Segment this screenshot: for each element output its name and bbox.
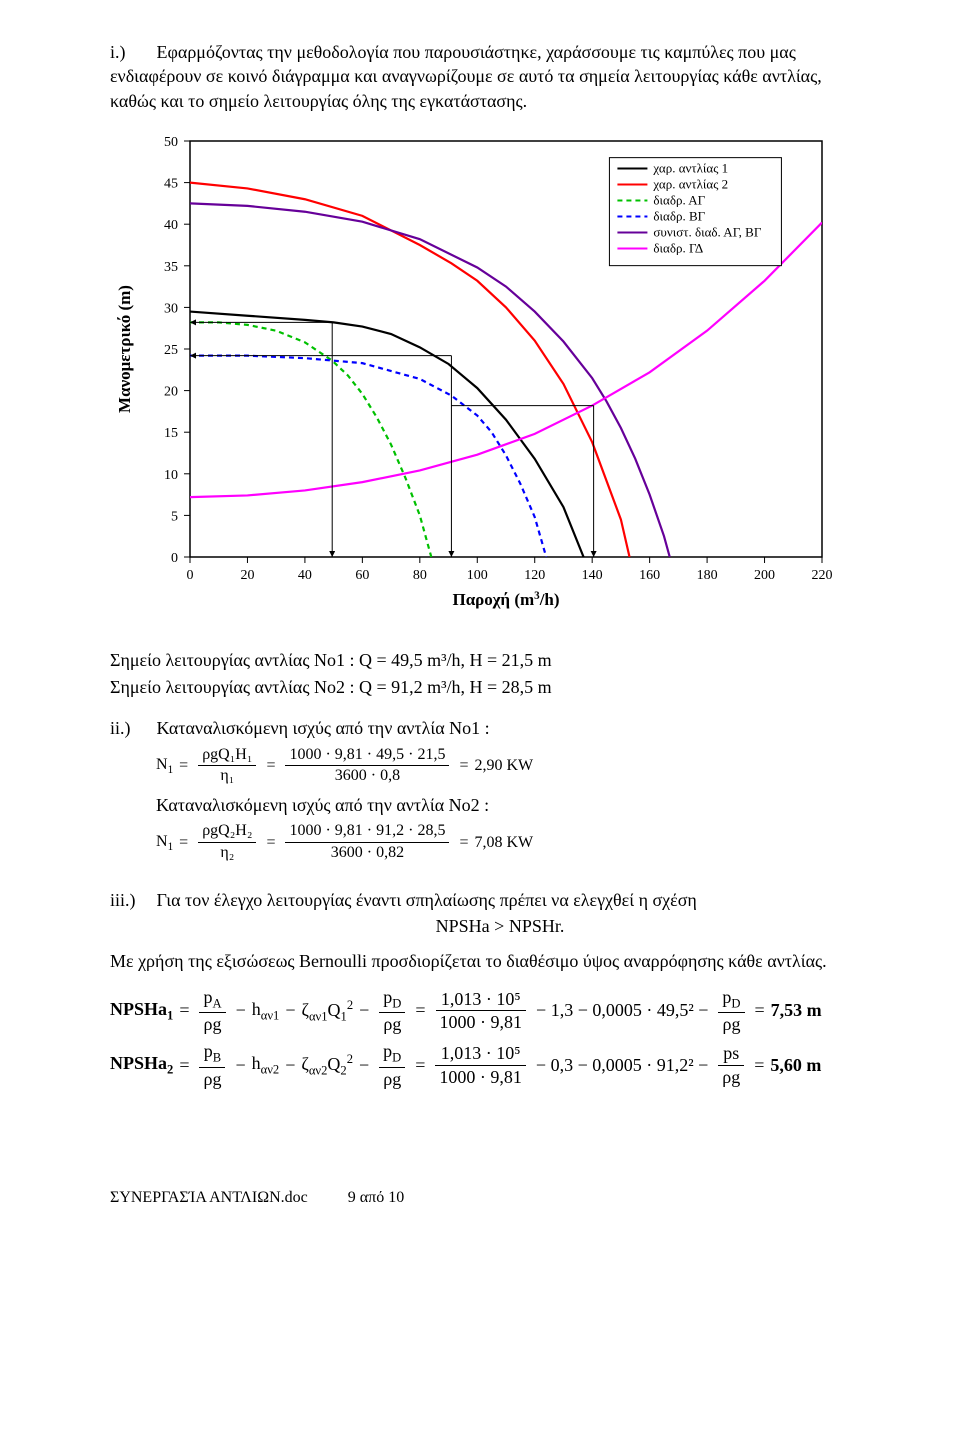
svg-text:25: 25 <box>164 343 178 358</box>
npsha1: NPSHa1 = pAρg − hαν1 − ζαν1Q12 − pDρg = … <box>110 988 890 1035</box>
svg-text:20: 20 <box>240 568 254 583</box>
footer-right: 9 από 10 <box>348 1189 404 1206</box>
npsh-relation: NPSHa > NPSHr. <box>110 916 890 937</box>
intro-l2: ενδιαφέρουν σε κοινό διάγραμμα και αναγν… <box>110 66 822 86</box>
sec2-head: ii.) Καταναλισκόμενη ισχύς από την αντλί… <box>110 716 890 740</box>
svg-text:5: 5 <box>171 509 178 524</box>
svg-text:100: 100 <box>467 568 488 583</box>
label-iii: iii.) <box>110 888 152 912</box>
svg-text:χαρ. αντλίας 1: χαρ. αντλίας 1 <box>652 160 728 175</box>
svg-text:20: 20 <box>164 384 178 399</box>
intro-l3: καθώς και το σημείο λειτουργίας όλης της… <box>110 91 527 111</box>
svg-text:140: 140 <box>582 568 603 583</box>
op-point-2: Σημείο λειτουργίας αντλίας Νο2 : Q = 91,… <box>110 675 890 700</box>
footer: ΣΥΝΕΡΓΑΣΊΑ ΑΝΤΛΙΩΝ.doc 9 από 10 <box>110 1189 890 1207</box>
page: i.) Εφαρμόζοντας την μεθοδολογία που παρ… <box>0 0 960 1247</box>
sec2-line2: Καταναλισκόμενη ισχύς από την αντλία Νο2… <box>110 793 890 817</box>
svg-text:10: 10 <box>164 468 178 483</box>
bernoulli-line: Με χρήση της εξισώσεως Bernoulli προσδιο… <box>110 949 890 973</box>
chart-svg: 0 20 40 60 80 100 120 140 160 180 200 220 0 5 10 15 20 25… <box>110 127 840 617</box>
svg-text:διαδρ. ΓΔ: διαδρ. ΓΔ <box>653 240 703 255</box>
sec2-line1: Καταναλισκόμενη ισχύς από την αντλία Νο1… <box>157 718 490 738</box>
intro-l1: Εφαρμόζοντας την μεθοδολογία που παρουσι… <box>157 42 796 62</box>
svg-text:200: 200 <box>754 568 775 583</box>
svg-text:15: 15 <box>164 426 178 441</box>
svg-text:διαδρ. ΑΓ: διαδρ. ΑΓ <box>653 192 705 207</box>
svg-text:Παροχή (m3/h): Παροχή (m3/h) <box>452 590 559 609</box>
svg-text:συνιστ. διαδ. ΑΓ, ΒΓ: συνιστ. διαδ. ΑΓ, ΒΓ <box>653 224 761 239</box>
op-point-1: Σημείο λειτουργίας αντλίας Νο1 : Q = 49,… <box>110 648 890 673</box>
npsha2: NPSHa2 = pBρg − hαν2 − ζαν2Q22 − pDρg = … <box>110 1042 890 1089</box>
svg-text:40: 40 <box>298 568 312 583</box>
svg-text:220: 220 <box>812 568 833 583</box>
svg-text:60: 60 <box>355 568 369 583</box>
sec3-head: iii.) Για τον έλεγχο λειτουργίας έναντι … <box>110 888 890 912</box>
svg-text:διαδρ. ΒΓ: διαδρ. ΒΓ <box>653 208 705 223</box>
eq2: N1 = ρgQ₂H₂η₂ = 1000 · 9,81 · 91,2 · 28,… <box>110 823 890 862</box>
svg-text:160: 160 <box>639 568 660 583</box>
sec3-text: Για τον έλεγχο λειτουργίας έναντι σπηλαί… <box>157 890 697 910</box>
svg-text:50: 50 <box>164 135 178 150</box>
svg-text:45: 45 <box>164 176 178 191</box>
eq1: N1 = ρgQ₁H₁η₁ = 1000 · 9,81 · 49,5 · 21,… <box>110 747 890 786</box>
footer-left: ΣΥΝΕΡΓΑΣΊΑ ΑΝΤΛΙΩΝ.doc <box>110 1189 308 1206</box>
svg-text:180: 180 <box>697 568 718 583</box>
svg-text:80: 80 <box>413 568 427 583</box>
svg-text:40: 40 <box>164 218 178 233</box>
intro-para: i.) Εφαρμόζοντας την μεθοδολογία που παρ… <box>110 40 890 113</box>
label-ii: ii.) <box>110 716 152 740</box>
svg-text:0: 0 <box>171 551 178 566</box>
svg-text:120: 120 <box>524 568 545 583</box>
svg-text:χαρ. αντλίας 2: χαρ. αντλίας 2 <box>652 176 728 191</box>
svg-text:Μανομετρικό (m): Μανομετρικό (m) <box>115 285 134 413</box>
chart: 0 20 40 60 80 100 120 140 160 180 200 220 0 5 10 15 20 25… <box>110 127 890 622</box>
svg-text:30: 30 <box>164 301 178 316</box>
svg-text:35: 35 <box>164 260 178 275</box>
label-i: i.) <box>110 40 152 64</box>
svg-text:0: 0 <box>187 568 194 583</box>
